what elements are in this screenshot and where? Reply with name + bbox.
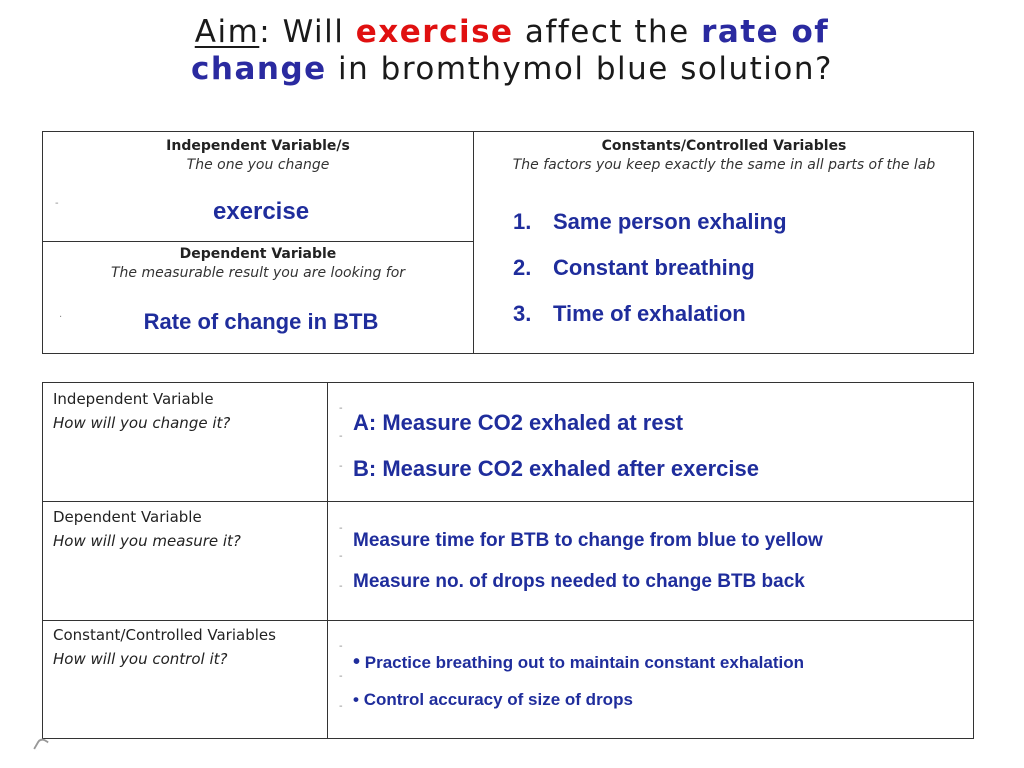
constants-list: 1. Same person exhaling 2. Constant breath… xyxy=(513,210,787,348)
row-question: How will you change it? xyxy=(53,414,231,432)
title-exercise: exercise xyxy=(355,14,514,50)
dependent-variable-subheading: The measurable result you are looking fo… xyxy=(110,265,406,281)
list-item: 3. Time of exhalation xyxy=(513,302,787,325)
row-heading: Dependent Variable xyxy=(53,508,202,526)
independent-variable-value: exercise xyxy=(212,198,310,225)
table-divider xyxy=(43,501,973,502)
bullet-dot: • xyxy=(353,651,361,673)
bullet-dot: • xyxy=(353,690,359,709)
title-rate-of: rate of xyxy=(701,14,830,50)
constants-subheading: The factors you keep exactly the same in… xyxy=(512,157,936,173)
row-header-constants: Constant/Controlled Variables How will y… xyxy=(53,625,328,669)
table-divider xyxy=(43,620,973,621)
title-line-2: change in bromthymol blue solution? xyxy=(0,51,1024,88)
list-number: 1. xyxy=(513,209,532,234)
row-question: How will you measure it? xyxy=(53,532,241,550)
row-heading: Constant/Controlled Variables xyxy=(53,626,276,644)
list-item: 1. Same person exhaling xyxy=(513,210,787,233)
bullet-marker: - xyxy=(339,523,343,534)
bullet-marker: - xyxy=(339,641,343,652)
row-question: How will you control it? xyxy=(53,650,228,668)
list-text: Same person exhaling xyxy=(553,209,787,234)
dependent-variable-header: Dependent Variable The measurable result… xyxy=(43,246,473,281)
title-line-1: Aim: Will exercise affect the rate of xyxy=(0,14,1024,51)
title-aim: Aim xyxy=(194,14,260,50)
row-header-independent: Independent Variable How will you change… xyxy=(53,389,323,433)
answer-line: Control accuracy of size of drops xyxy=(363,690,633,709)
independent-variable-header: Independent Variable/s The one you chang… xyxy=(43,138,473,173)
row-answer: A: Measure CO2 exhaled at rest B: Measur… xyxy=(353,410,963,482)
variables-table: Independent Variable/s The one you chang… xyxy=(42,131,974,354)
dependent-variable-heading: Dependent Variable xyxy=(179,246,337,262)
dependent-variable-value: Rate of change in BTB xyxy=(143,309,379,334)
row-header-dependent: Dependent Variable How will you measure … xyxy=(53,507,323,551)
row-heading: Independent Variable xyxy=(53,390,214,408)
list-item: 2. Constant breathing xyxy=(513,256,787,279)
bullet-marker: - xyxy=(339,431,343,442)
independent-variable-subheading: The one you change xyxy=(186,157,330,173)
title-change: change xyxy=(191,51,327,87)
bullet-marker: · xyxy=(59,312,63,323)
bullet-marker: - xyxy=(55,198,59,209)
table-divider xyxy=(473,132,474,353)
table-divider xyxy=(43,241,473,242)
answer-line: A: Measure CO2 exhaled at rest xyxy=(353,410,684,435)
list-text: Time of exhalation xyxy=(553,301,746,326)
answer-line-wrap: • Control accuracy of size of drops xyxy=(353,689,968,711)
constants-header: Constants/Controlled Variables The facto… xyxy=(474,138,974,173)
bullet-marker: - xyxy=(339,581,343,592)
bullet-marker: - xyxy=(339,403,343,414)
row-answer: Measure time for BTB to change from blue… xyxy=(353,530,968,593)
table-divider xyxy=(327,383,328,738)
independent-variable-heading: Independent Variable/s xyxy=(166,138,350,154)
row-answer: • Practice breathing out to maintain con… xyxy=(353,651,968,711)
answer-line: B: Measure CO2 exhaled after exercise xyxy=(353,456,759,481)
bullet-marker: - xyxy=(339,671,343,682)
title-rest: in bromthymol blue solution? xyxy=(326,51,833,87)
bullet-marker: - xyxy=(339,551,343,562)
list-number: 3. xyxy=(513,301,532,326)
corner-mark xyxy=(33,736,49,754)
constants-heading: Constants/Controlled Variables xyxy=(601,138,847,154)
answer-line-wrap: • Practice breathing out to maintain con… xyxy=(353,651,968,674)
list-number: 2. xyxy=(513,255,532,280)
list-text: Constant breathing xyxy=(553,255,755,280)
slide-title: Aim: Will exercise affect the rate of ch… xyxy=(0,14,1024,88)
title-will: Will xyxy=(271,14,356,50)
answer-line: Measure no. of drops needed to change BT… xyxy=(353,571,805,592)
bullet-marker: - xyxy=(339,461,343,472)
answer-line: Measure time for BTB to change from blue… xyxy=(353,530,823,551)
methods-table: Independent Variable How will you change… xyxy=(42,382,974,739)
answer-line: Practice breathing out to maintain const… xyxy=(364,653,804,672)
bullet-marker: - xyxy=(339,701,343,712)
title-affect: affect the xyxy=(513,14,702,50)
title-colon: : xyxy=(259,14,272,50)
